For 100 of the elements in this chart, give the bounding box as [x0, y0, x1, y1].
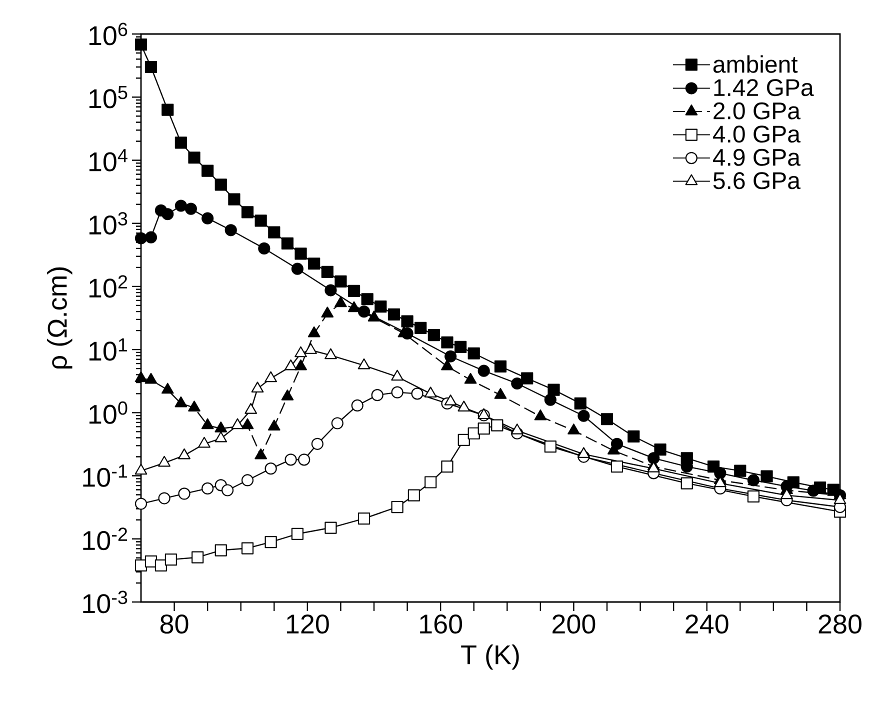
- point: [178, 488, 190, 500]
- point: [468, 427, 480, 440]
- point: [144, 60, 158, 74]
- point: [454, 340, 467, 353]
- y-tick-label: 10$^{-3}$: [83, 590, 128, 614]
- legend-label: 4.9 GPa: [712, 148, 800, 166]
- x-axis-title: T (K): [461, 644, 519, 670]
- legend-label: 2.0 GPa: [714, 102, 800, 120]
- point: [424, 476, 437, 488]
- point: [578, 447, 590, 458]
- point: [188, 152, 200, 164]
- point: [441, 460, 454, 473]
- point: [494, 360, 507, 372]
- point: [358, 512, 370, 525]
- point: [511, 377, 524, 390]
- point: [568, 424, 580, 434]
- point: [174, 396, 188, 408]
- point: [391, 500, 404, 514]
- point: [158, 492, 170, 504]
- point: [654, 444, 666, 456]
- point: [401, 315, 414, 328]
- x-tick-label: 80: [160, 614, 188, 634]
- point: [334, 296, 347, 308]
- point: [331, 417, 344, 430]
- point: [201, 418, 214, 430]
- point: [388, 308, 400, 320]
- point: [444, 350, 457, 362]
- point: [284, 359, 297, 370]
- point: [414, 322, 427, 334]
- point: [680, 477, 693, 490]
- x-tick-label: 240: [686, 614, 728, 634]
- point: [747, 474, 760, 486]
- point: [174, 200, 187, 212]
- point: [321, 266, 334, 278]
- point: [294, 359, 307, 370]
- point: [241, 542, 254, 554]
- point: [241, 474, 254, 486]
- point: [241, 206, 254, 218]
- point: [228, 193, 240, 206]
- y-tick-label: 10$^{-2}$: [83, 528, 128, 550]
- legend-label: 5.6 GPa: [713, 172, 800, 190]
- point: [510, 424, 524, 434]
- point: [464, 372, 477, 384]
- point: [174, 136, 187, 149]
- point: [544, 440, 556, 453]
- point: [600, 413, 614, 426]
- point: [178, 448, 190, 460]
- point: [544, 394, 556, 406]
- point: [760, 470, 773, 482]
- point: [214, 178, 227, 191]
- y-tick-label: 10$^{3}$: [89, 212, 128, 235]
- point: [491, 419, 504, 432]
- legend-label: ambient: [713, 55, 798, 73]
- point: [308, 326, 320, 338]
- point: [268, 226, 280, 238]
- point: [441, 336, 454, 348]
- point: [144, 372, 158, 384]
- point: [424, 386, 437, 398]
- point: [241, 418, 254, 430]
- point: [268, 420, 280, 430]
- point: [458, 400, 470, 412]
- point: [361, 293, 374, 306]
- y-tick-label: 10$^{5}$: [89, 86, 128, 108]
- point: [368, 310, 380, 322]
- point: [161, 382, 174, 394]
- y-tick-label: 10$^{-1}$: [83, 464, 128, 487]
- y-axis-title: ρ (Ω.cm): [47, 267, 72, 369]
- point: [348, 284, 360, 297]
- point: [578, 410, 590, 422]
- point: [158, 456, 170, 467]
- point: [264, 462, 277, 475]
- y-tick-label: 10$^{2}$: [89, 275, 128, 298]
- y-tick-label: 10$^{1}$: [89, 338, 128, 361]
- point: [162, 208, 174, 220]
- point: [244, 403, 258, 414]
- point: [231, 418, 244, 430]
- point: [284, 454, 297, 466]
- point: [134, 464, 148, 475]
- point: [807, 484, 820, 497]
- point: [321, 306, 334, 318]
- point: [324, 348, 337, 360]
- point: [534, 409, 547, 420]
- point: [258, 242, 270, 255]
- point: [251, 382, 264, 392]
- point: [548, 384, 560, 396]
- point: [294, 346, 307, 358]
- point: [324, 284, 337, 296]
- point: [298, 454, 310, 466]
- point: [264, 536, 277, 548]
- point: [144, 231, 158, 244]
- point: [358, 306, 370, 318]
- point: [188, 400, 200, 412]
- point: [134, 498, 148, 510]
- point: [408, 489, 420, 502]
- point: [224, 224, 237, 236]
- point: [324, 522, 337, 534]
- point: [391, 370, 404, 381]
- point: [202, 164, 214, 177]
- point: [441, 359, 454, 370]
- point: [428, 328, 440, 342]
